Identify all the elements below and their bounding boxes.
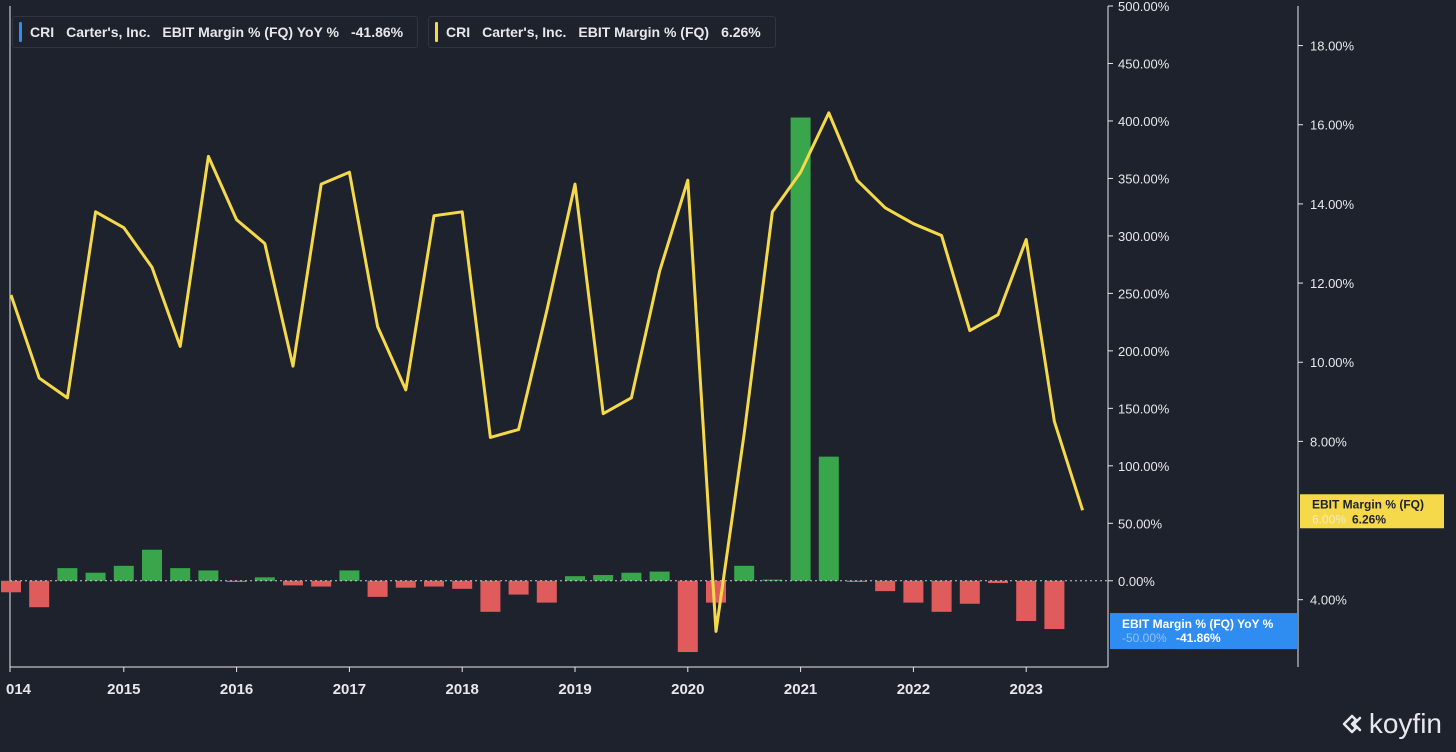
value-tags: EBIT Margin % (FQ)6.00% 6.26% EBIT Margin … — [1110, 494, 1444, 650]
legend-margin-company: Carter's, Inc. — [482, 24, 567, 40]
bar — [959, 580, 980, 604]
left-axis-tick-label: 300.00% — [1118, 229, 1170, 244]
bar — [565, 576, 585, 581]
bar — [226, 580, 247, 582]
x-axis-tick-label: 2022 — [897, 681, 930, 698]
legend-yoy-ticker: CRI — [30, 24, 55, 40]
right-axis-tick-label: 10.00% — [1310, 355, 1355, 370]
margin-tag-value: 6.26% — [1352, 512, 1386, 526]
bar — [677, 580, 698, 653]
bar — [170, 568, 191, 581]
legend-margin-metric: EBIT Margin % (FQ) — [578, 24, 710, 40]
bar — [1044, 580, 1065, 630]
bar — [198, 570, 219, 581]
bar — [593, 575, 614, 581]
left-axis-tick-label: 350.00% — [1118, 171, 1170, 186]
bar-series — [1, 117, 1065, 653]
yoy-tag-hidden-tick: -50.00% — [1122, 631, 1167, 645]
x-axis-tick-label: 2021 — [784, 681, 817, 698]
line-series — [9, 111, 1085, 633]
legend-yoy-swatch — [19, 22, 22, 42]
left-axis-tick-label: 250.00% — [1118, 286, 1170, 301]
ebit-margin-line — [9, 111, 1085, 633]
x-axis-tick-label: 2018 — [446, 681, 479, 698]
bar — [536, 580, 557, 603]
yoy-tag-label: EBIT Margin % (FQ) YoY % — [1122, 617, 1274, 631]
bar — [903, 580, 924, 603]
right-axis-tick-label: 12.00% — [1310, 276, 1355, 291]
bar — [621, 572, 642, 581]
left-axis: 500.00% 450.00% 400.00% 350.00% 300.00% 250.0… — [1108, 0, 1170, 589]
bar — [57, 568, 78, 581]
right-axis-tick-label: 14.00% — [1310, 197, 1355, 212]
legend-margin[interactable]: CRI Carter's, Inc. EBIT Margin % (FQ) 6.… — [428, 16, 776, 48]
left-axis-tick-label: 100.00% — [1118, 459, 1170, 474]
left-axis-tick-label: 0.00% — [1118, 574, 1155, 589]
bar — [988, 580, 1008, 584]
legend-yoy-value: -41.86% — [350, 24, 404, 40]
left-axis-tick-label: 450.00% — [1118, 56, 1170, 71]
legend-yoy-metric: EBIT Margin % (FQ) YoY % — [162, 24, 339, 40]
bar — [29, 580, 50, 608]
right-axis-tick-label: 4.00% — [1310, 593, 1347, 608]
bar — [85, 572, 106, 581]
bar — [367, 580, 388, 597]
yoy-tag-value: -41.86% — [1176, 631, 1221, 645]
margin-value-tag — [1300, 494, 1444, 529]
legend-margin-ticker: CRI — [446, 24, 471, 40]
x-axis: 014 2015 2016 2017 2018 2019 2020 2021 2022 2023 — [6, 667, 1043, 698]
right-axis: 18.00% 16.00% 14.00% 12.00% 10.00% 8.00% 4.00% — [1298, 39, 1355, 608]
bar — [762, 579, 783, 581]
margin-tag-hidden-tick: 6.00% — [1312, 512, 1346, 526]
x-axis-tick-label: 2023 — [1010, 681, 1043, 698]
bar — [1016, 580, 1037, 622]
bar — [480, 580, 501, 612]
x-axis-tick-label: 2020 — [671, 681, 704, 698]
bar — [311, 580, 332, 587]
right-axis-tick-label: 8.00% — [1310, 434, 1347, 449]
legend-margin-swatch — [435, 22, 438, 42]
bar — [508, 580, 529, 595]
bar — [931, 580, 952, 612]
bar — [649, 571, 670, 581]
bar — [283, 580, 303, 586]
koyfin-logo: koyfin — [1341, 708, 1442, 740]
left-axis-tick-label: 500.00% — [1118, 0, 1170, 14]
bar — [818, 456, 839, 581]
left-axis-tick-label: 400.00% — [1118, 114, 1170, 129]
x-axis-tick-label: 2019 — [558, 681, 591, 698]
bar — [734, 565, 755, 581]
plot-frame — [9, 6, 1299, 668]
x-axis-tick-label: 2016 — [220, 681, 253, 698]
bar — [254, 577, 275, 581]
bar — [113, 565, 134, 581]
legend-margin-value: 6.26% — [721, 24, 761, 40]
legend-yoy-company: Carter's, Inc. — [66, 24, 151, 40]
bar — [339, 570, 360, 581]
koyfin-logo-icon — [1342, 714, 1362, 734]
x-axis-tick-label: 2015 — [107, 681, 140, 698]
legend-yoy[interactable]: CRI Carter's, Inc. EBIT Margin % (FQ) Yo… — [12, 16, 419, 48]
bar — [1, 580, 21, 593]
bar — [424, 580, 444, 587]
bar — [875, 580, 896, 592]
bar — [395, 580, 416, 588]
left-axis-tick-label: 150.00% — [1118, 401, 1170, 416]
bar — [142, 549, 162, 581]
left-axis-tick-label: 50.00% — [1118, 516, 1163, 531]
x-axis-tick-label: 014 — [6, 681, 32, 698]
right-axis-tick-label: 16.00% — [1310, 118, 1355, 133]
x-axis-tick-label: 2017 — [333, 681, 366, 698]
margin-tag-label: EBIT Margin % (FQ) — [1312, 497, 1424, 511]
koyfin-wordmark: koyfin — [1368, 708, 1442, 739]
left-axis-tick-label: 200.00% — [1118, 344, 1170, 359]
right-axis-tick-label: 18.00% — [1310, 39, 1355, 54]
bar — [790, 117, 811, 581]
bar — [847, 580, 867, 582]
bar — [452, 580, 473, 589]
yoy-value-tag — [1110, 613, 1298, 650]
